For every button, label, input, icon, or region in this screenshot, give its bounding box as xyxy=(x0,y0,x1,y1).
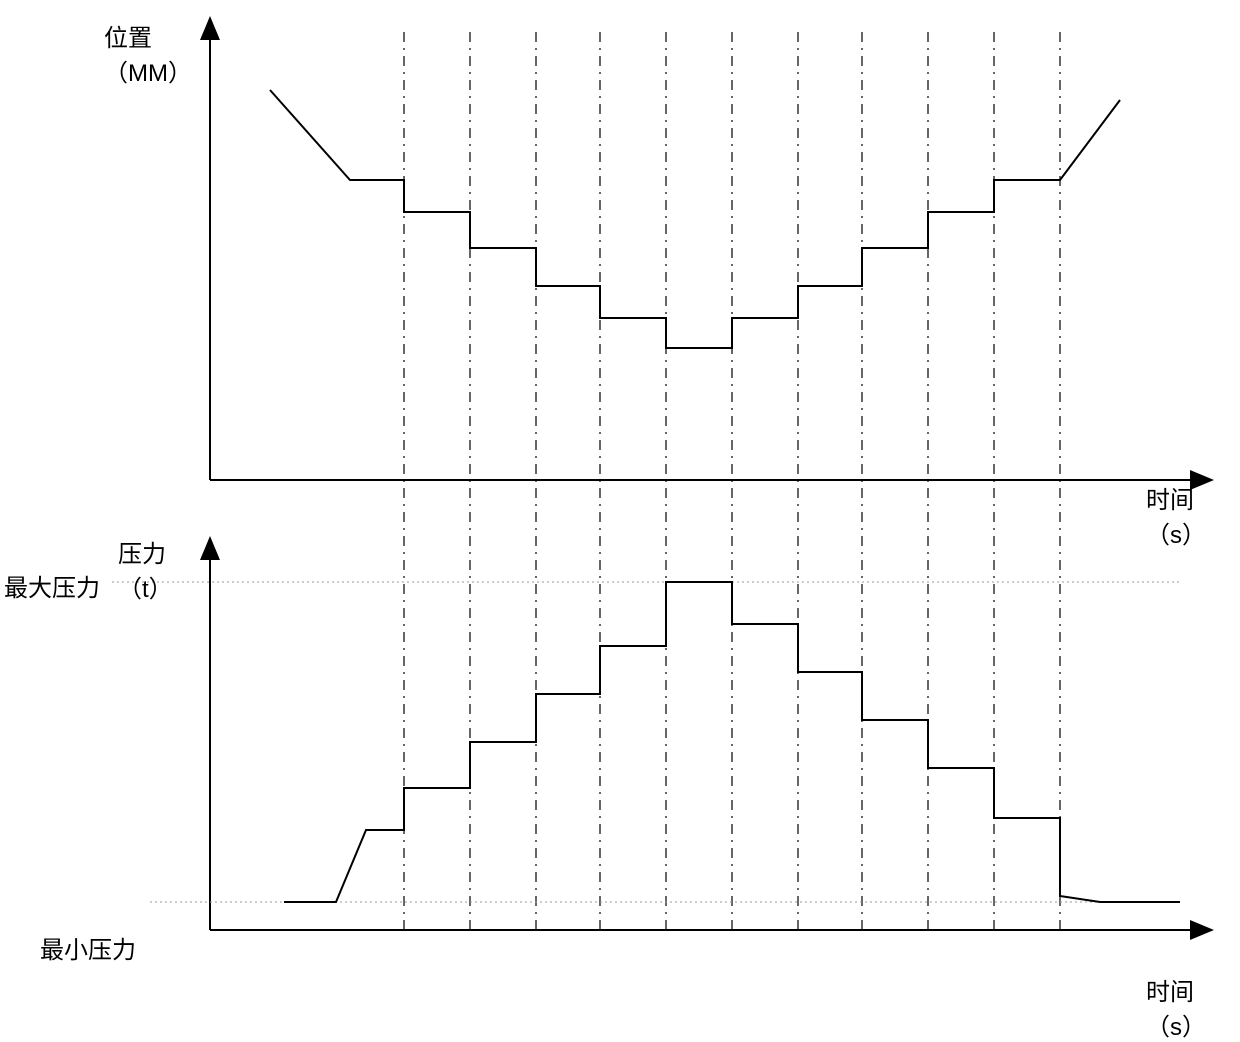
diagram-svg xyxy=(0,0,1240,1036)
diagram-container: 位置 （MM） 时间 （s） 压力 （t） 最大压力 最小压力 时间 （s） xyxy=(0,0,1240,1036)
position-step-line xyxy=(270,90,1120,348)
top-x-axis-label: 时间 （s） xyxy=(1146,480,1206,550)
max-pressure-label: 最大压力 xyxy=(4,568,100,603)
bottom-x-axis-label: 时间 （s） xyxy=(1146,972,1206,1042)
min-pressure-label: 最小压力 xyxy=(40,930,136,965)
top-y-axis-label: 位置 （MM） xyxy=(104,18,192,88)
bottom-y-axis-label: 压力 （t） xyxy=(118,534,173,604)
